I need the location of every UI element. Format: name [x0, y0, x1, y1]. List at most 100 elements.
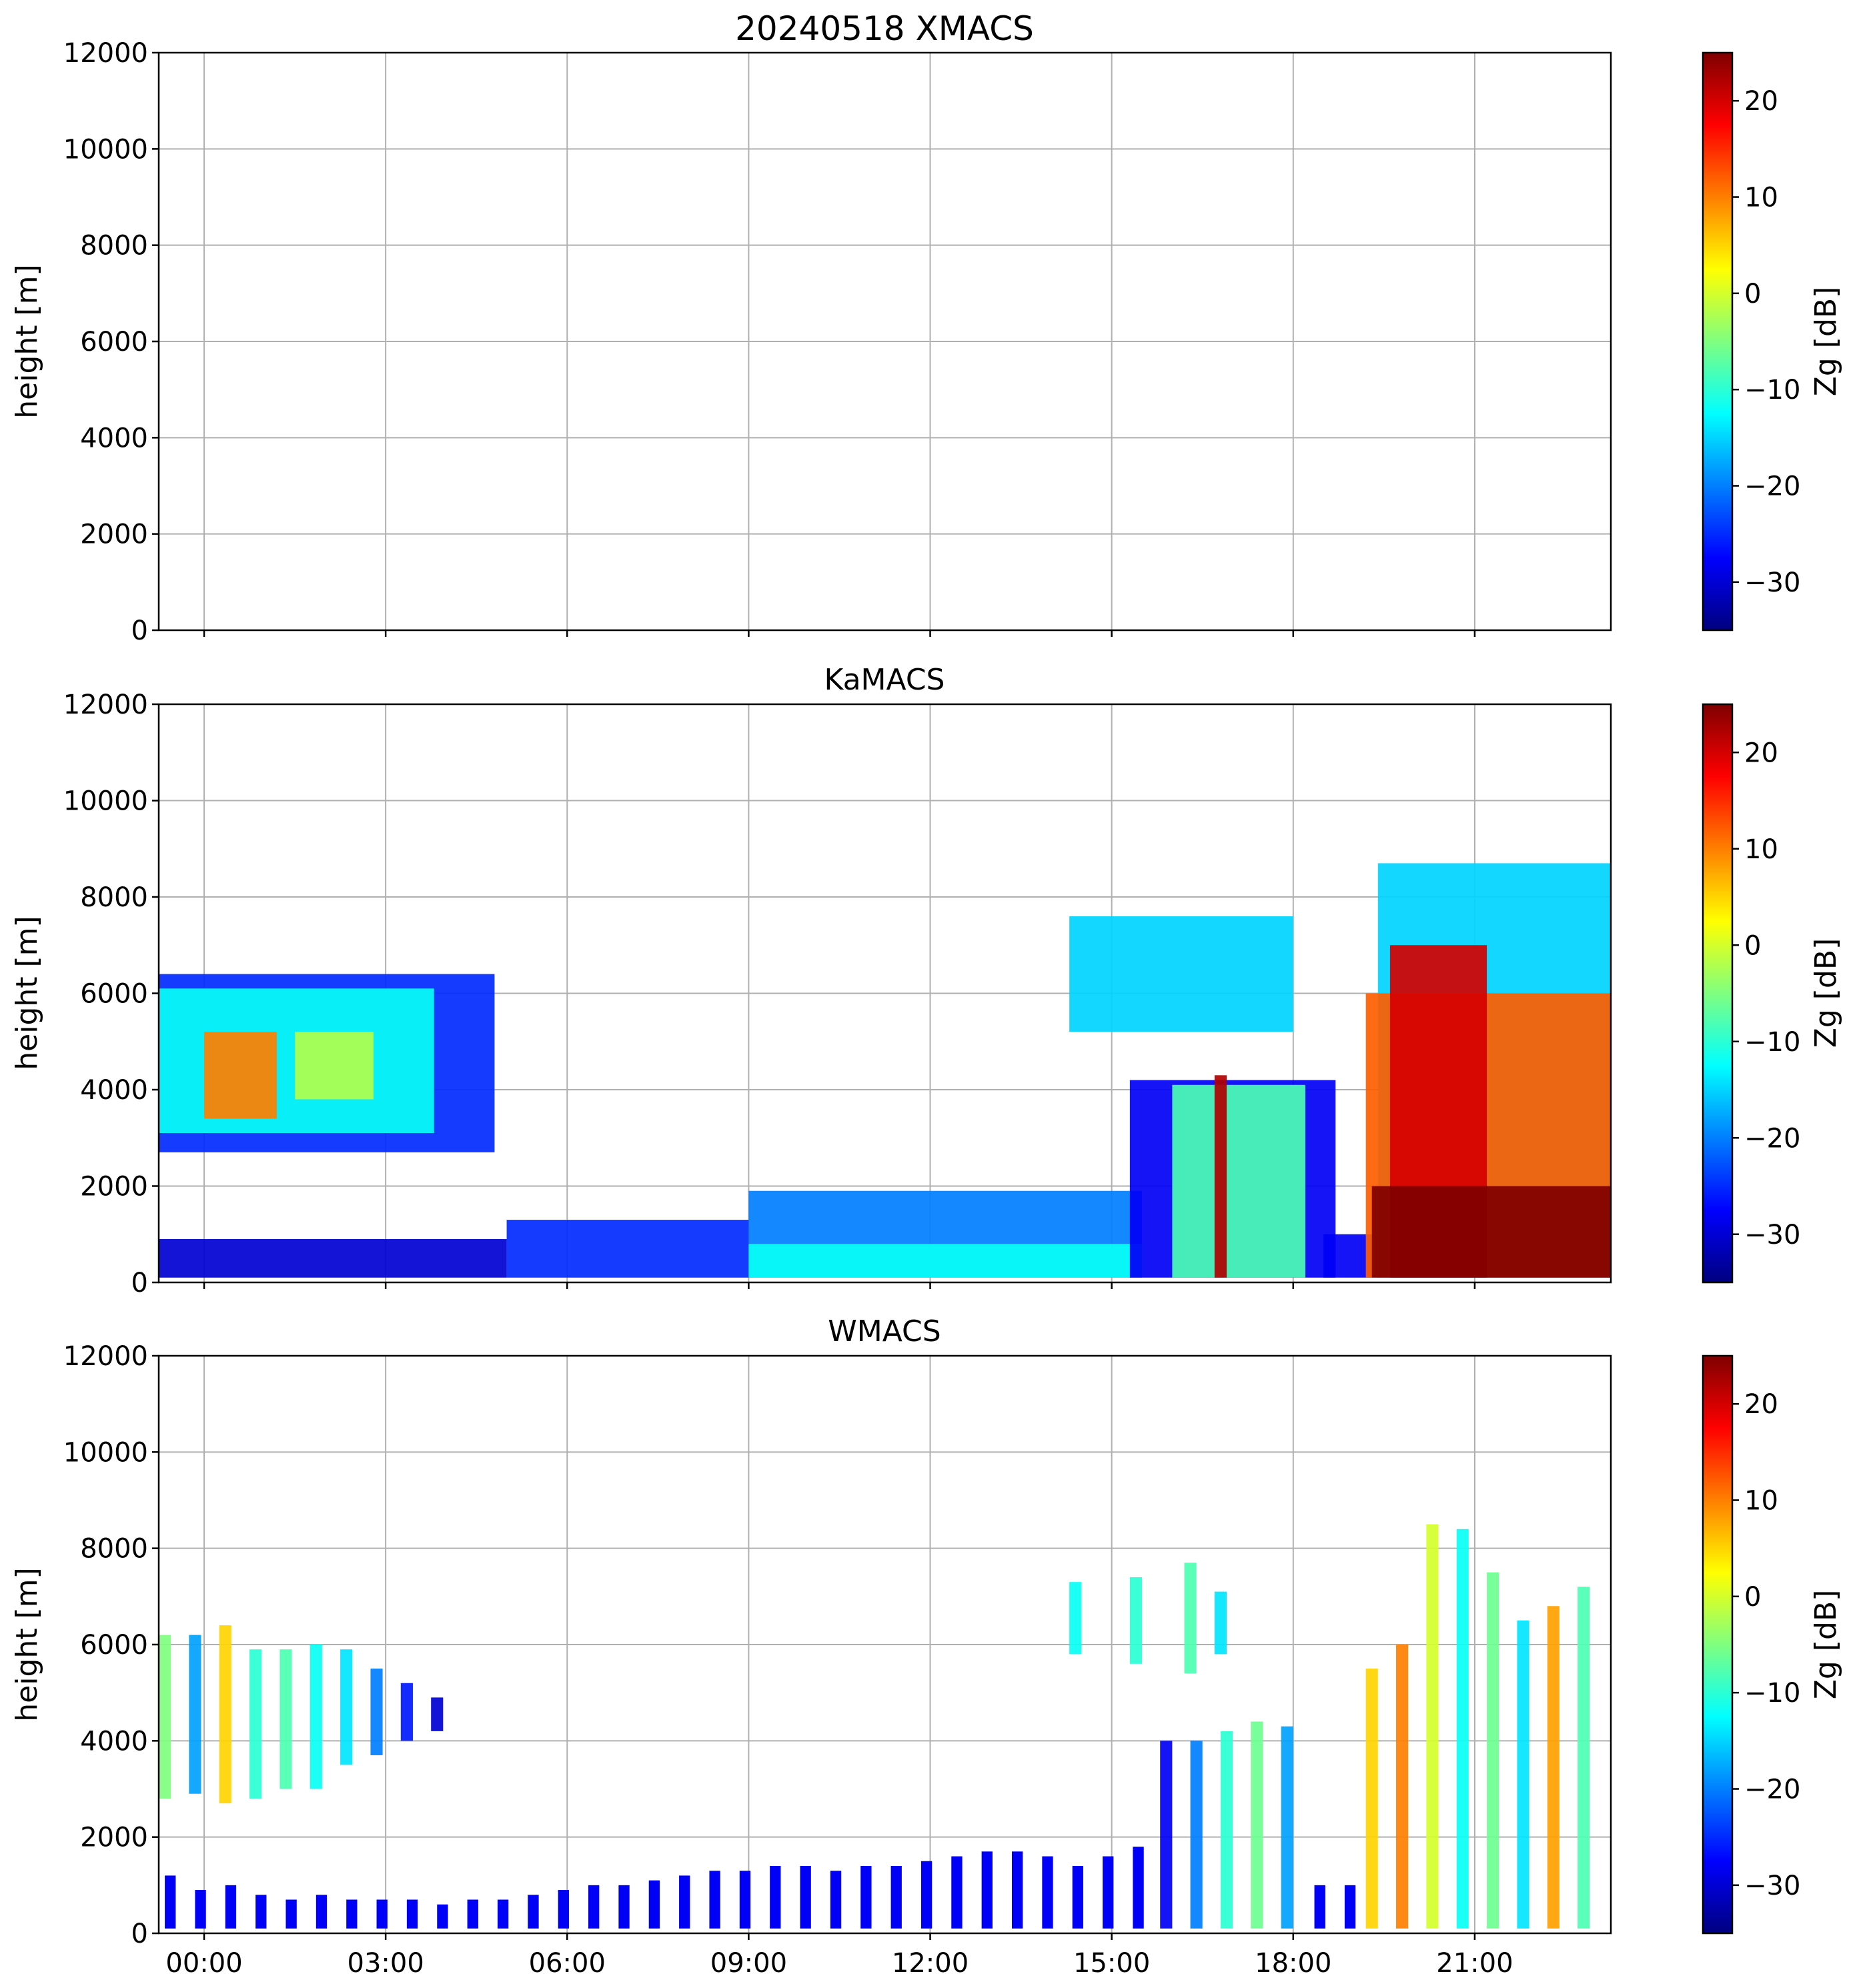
colorbar-tick-label: −10: [1744, 375, 1800, 405]
heatmap-region-low-clutter-early: [159, 1238, 507, 1278]
y-tick-label: 8000: [80, 1534, 148, 1565]
heatmap-low-strip: [406, 1899, 418, 1929]
heatmap-region-strip-6: [309, 1645, 322, 1789]
heatmap-region-strip-9: [400, 1683, 413, 1741]
heatmap-region-strip-1: [159, 1635, 171, 1799]
colorbar-label-xmacs: Zg [dB]: [1809, 287, 1843, 397]
colorbar-tick-label: 0: [1744, 279, 1761, 309]
x-tick-label: 09:00: [710, 1948, 787, 1979]
x-tick-label: 06:00: [529, 1948, 606, 1979]
colorbar-tick-label: −20: [1744, 1775, 1800, 1805]
y-tick-label: 4000: [80, 423, 148, 453]
heatmap-low-strip: [346, 1899, 358, 1929]
x-ticks-kamacs: [203, 1282, 1476, 1289]
y-tick-label: 10000: [63, 134, 148, 165]
heatmap-region-strip-10: [431, 1697, 444, 1731]
heatmap-region-storm-3: [1426, 1524, 1439, 1929]
heatmap-low-strip: [890, 1865, 902, 1929]
y-ticks-wmacs: 0 2000 4000 6000 8000 10000 12000: [63, 1341, 159, 1949]
heatmap-region-low-layer-evening: [1323, 1234, 1372, 1278]
grid-wmacs: [159, 1355, 1611, 1934]
x-tick-label: 18:00: [1255, 1948, 1331, 1979]
y-tick-label: 6000: [80, 979, 148, 1010]
heatmap-region-storm-6: [1517, 1620, 1529, 1929]
colorbar-xmacs: −30 −20 −10 0 10 20 Zg [dB]: [1702, 51, 1843, 632]
heatmap-region-storm-1: [1365, 1669, 1378, 1929]
colorbar-gradient: [1702, 703, 1734, 1284]
y-tick-label: 12000: [63, 690, 148, 720]
heatmap-low-strip: [255, 1895, 267, 1929]
heatmap-region-strip-3: [219, 1625, 231, 1804]
heatmap-region-conv-5: [1281, 1726, 1293, 1929]
heatmap-low-strip: [920, 1861, 933, 1929]
y-tick-label: 0: [131, 616, 148, 646]
x-tick-label: 15:00: [1073, 1948, 1150, 1979]
y-tick-label: 2000: [80, 1823, 148, 1853]
heatmap-wmacs: [159, 1524, 1590, 1929]
heatmap-low-strip: [679, 1875, 690, 1929]
heatmap-low-strip: [1344, 1885, 1356, 1929]
y-tick-label: 12000: [63, 38, 148, 69]
y-axis-label-kamacs: height [m]: [10, 916, 44, 1070]
y-tick-label: 4000: [80, 1726, 148, 1757]
y-tick-label: 2000: [80, 520, 148, 550]
y-tick-label: 0: [131, 1919, 148, 1949]
y-ticks-xmacs: 0 2000 4000 6000 8000 10000 12000: [63, 38, 159, 646]
colorbar-gradient: [1702, 1354, 1734, 1935]
heatmap-region-mid-cells-3: [1184, 1563, 1197, 1674]
y-tick-label: 4000: [80, 1075, 148, 1106]
heatmap-low-strip: [1011, 1851, 1023, 1929]
heatmap-region-storm-5: [1487, 1572, 1499, 1929]
panel-xmacs: 20240518 XMACS 0 2000 4000 6000 8000 10000 120…: [10, 9, 1843, 646]
heatmap-low-strip: [437, 1904, 448, 1929]
heatmap-region-mid-cells-2: [1129, 1577, 1143, 1664]
x-ticks-wmacs: 00:00 03:00 06:00 09:00 12:00 15:00 18:00 21:00: [165, 1933, 1513, 1979]
heatmap-low-strip: [800, 1865, 811, 1929]
heatmap-region-storm-4: [1456, 1529, 1469, 1929]
colorbar-tick-label: −10: [1744, 1678, 1800, 1709]
heatmap-low-strip: [951, 1856, 963, 1929]
heatmap-low-strip: [860, 1865, 872, 1929]
heatmap-region-conv-2: [1190, 1741, 1203, 1929]
heatmap-region-evening-rain: [1371, 1186, 1611, 1278]
colorbar-ticks-kamacs: −30 −20 −10 0 10 20: [1732, 738, 1800, 1250]
heatmap-low-strip: [739, 1871, 751, 1929]
colorbar-kamacs: −30 −20 −10 0 10 20 Zg [dB]: [1702, 703, 1843, 1284]
heatmap-low-strip: [376, 1899, 388, 1929]
heatmap-region-storm-8: [1578, 1587, 1590, 1929]
heatmap-low-strip: [981, 1851, 993, 1929]
heatmap-region-storm-7: [1547, 1606, 1560, 1929]
y-axis-label-wmacs: height [m]: [10, 1567, 44, 1721]
colorbar-ticks-xmacs: −30 −20 −10 0 10 20: [1732, 86, 1800, 598]
y-tick-label: 10000: [63, 786, 148, 817]
panel-kamacs: KaMACS 0 2000 4000 6000 8000 10000 12000 heigh…: [10, 663, 1843, 1298]
grid-xmacs: [159, 52, 1611, 631]
panel-title-wmacs: WMACS: [828, 1314, 941, 1348]
y-tick-label: 6000: [80, 327, 148, 357]
colorbar-tick-label: 0: [1744, 1582, 1761, 1613]
heatmap-low-strip: [225, 1885, 237, 1929]
heatmap-low-strip: [195, 1890, 206, 1929]
colorbar-tick-label: 10: [1744, 183, 1778, 213]
colorbar-tick-label: −30: [1744, 568, 1800, 598]
x-tick-label: 00:00: [165, 1948, 242, 1979]
heatmap-low-strip: [1314, 1885, 1325, 1929]
heatmap-low-strip: [165, 1875, 176, 1929]
colorbar-tick-label: −20: [1744, 1123, 1800, 1154]
x-ticks-xmacs: [203, 630, 1476, 637]
colorbar-tick-label: −20: [1744, 471, 1800, 502]
y-tick-label: 0: [131, 1268, 148, 1298]
x-tick-label: 12:00: [892, 1948, 969, 1979]
heatmap-region-early-upper-core: [204, 1032, 277, 1119]
heatmap-region-strip-5: [279, 1649, 292, 1789]
y-tick-label: 6000: [80, 1630, 148, 1661]
colorbar-tick-label: −30: [1744, 1220, 1800, 1250]
heatmap-low-strip: [709, 1871, 720, 1929]
y-tick-label: 10000: [63, 1437, 148, 1468]
heatmap-region-strip-8: [370, 1669, 383, 1755]
colorbar-tick-label: −30: [1744, 1871, 1800, 1901]
heatmap-region-mid-cells-1: [1069, 1582, 1082, 1655]
y-tick-label: 8000: [80, 231, 148, 261]
heatmap-region-conv-3: [1220, 1731, 1233, 1929]
heatmap-region-mid-cells-4: [1214, 1591, 1227, 1655]
